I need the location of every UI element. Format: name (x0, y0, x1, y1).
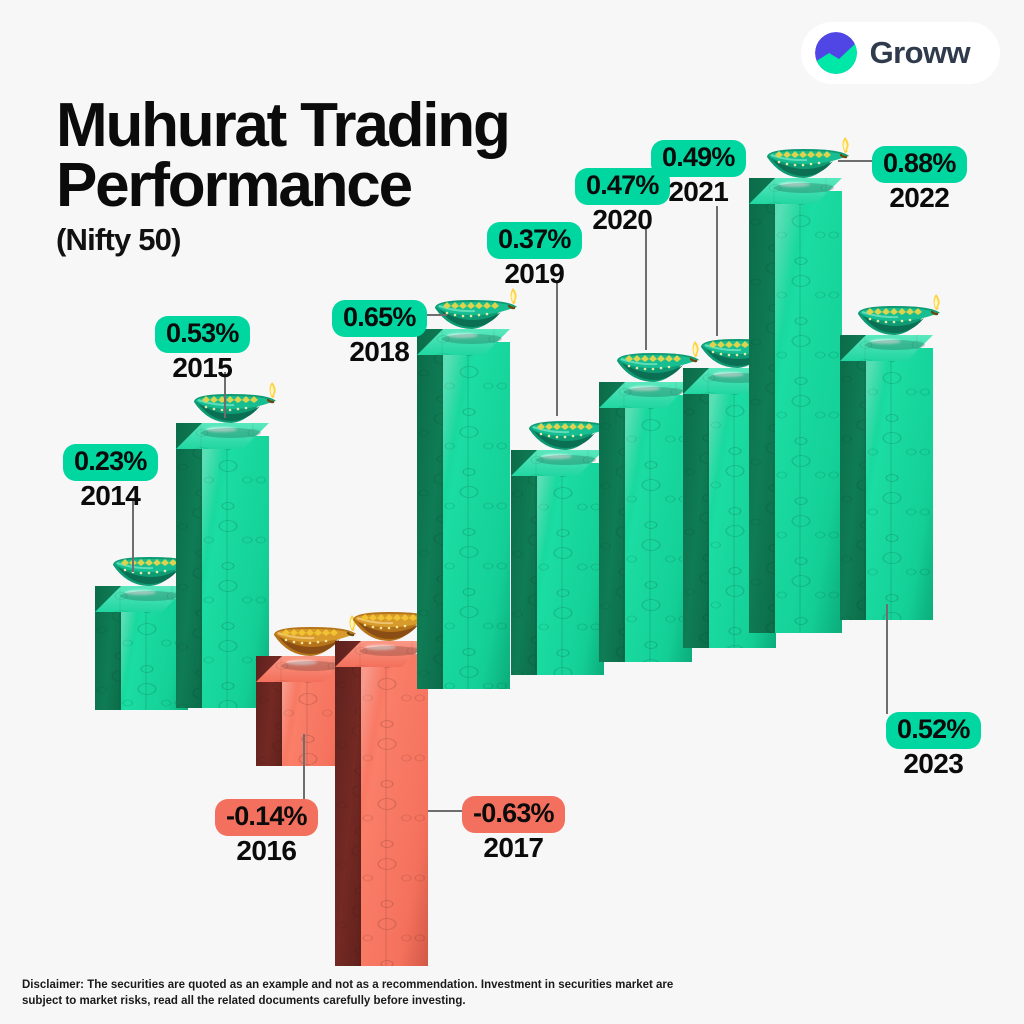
diya-lamp-green-icon (186, 376, 282, 438)
bar-front-face (443, 342, 510, 689)
year-label: 2021 (668, 176, 729, 208)
value-badge: 0.53% (155, 316, 250, 354)
year-label: 2016 (236, 835, 297, 867)
year-label: 2022 (889, 182, 950, 214)
bar-side-face (683, 368, 709, 648)
bar-front-face (361, 654, 428, 966)
bar-side-face (335, 641, 361, 966)
callout-2019: 0.37% 2019 (487, 222, 582, 290)
bar-group-2022[interactable] (749, 137, 849, 633)
callout-2017: -0.63% 2017 (462, 796, 565, 864)
bar-group-2020[interactable] (599, 341, 699, 662)
bar-side-face (749, 178, 775, 633)
value-badge: 0.52% (886, 712, 981, 750)
value-badge: 0.47% (575, 168, 670, 206)
leader-line-2019 (556, 282, 558, 416)
leader-line-2023 (886, 604, 888, 714)
bar-front-face (775, 191, 842, 633)
bar-group-2019[interactable] (511, 409, 611, 675)
bar-top-face (840, 335, 933, 361)
value-badge: -0.14% (215, 799, 318, 837)
callout-2021: 0.49% 2021 (651, 140, 746, 208)
brand-name: Groww (869, 35, 971, 70)
year-label: 2017 (483, 832, 544, 864)
value-badge: -0.63% (462, 796, 565, 834)
page-subtitle: (Nifty 50) (56, 222, 181, 257)
bar-side-face (840, 335, 866, 620)
callout-2018: 0.65% 2018 (332, 300, 427, 368)
diya-lamp-green-icon (609, 335, 705, 397)
leader-line-2015 (224, 372, 226, 418)
year-label: 2020 (592, 204, 653, 236)
diya-lamp-orange-icon (266, 609, 362, 671)
year-label: 2018 (349, 336, 410, 368)
bar-front-face (866, 348, 933, 620)
value-badge: 0.37% (487, 222, 582, 260)
bar-group-2018[interactable] (417, 288, 517, 689)
leader-line-2020 (645, 228, 647, 350)
callout-2022: 0.88% 2022 (872, 146, 967, 214)
year-label: 2014 (80, 480, 141, 512)
diya-lamp-green-icon (427, 282, 523, 344)
year-label: 2019 (504, 258, 565, 290)
leader-line-2022 (838, 160, 878, 162)
page-title: Muhurat Trading Performance (56, 91, 511, 221)
groww-circle-wave-icon (814, 32, 857, 74)
leader-line-2017 (428, 810, 472, 812)
leader-line-2014 (132, 500, 134, 572)
diya-lamp-green-icon (850, 288, 946, 350)
callout-2016: -0.14% 2016 (215, 799, 318, 867)
year-label: 2015 (172, 352, 233, 384)
leader-line-2016 (303, 734, 305, 802)
value-badge: 0.49% (651, 140, 746, 178)
disclaimer-text: Disclaimer: The securities are quoted as… (22, 978, 674, 1008)
diya-lamp-green-icon (759, 131, 855, 193)
bar-side-face (511, 450, 537, 675)
callout-2014: 0.23% 2014 (63, 444, 158, 512)
value-badge: 0.65% (332, 300, 427, 338)
bar-group-2023[interactable] (840, 294, 940, 620)
leader-line-2021 (716, 206, 718, 336)
bar-side-face (176, 423, 202, 708)
bar-group-2017[interactable] (335, 600, 435, 966)
bar-side-face (417, 329, 443, 689)
value-badge: 0.88% (872, 146, 967, 184)
callout-2020: 0.47% 2020 (575, 168, 670, 236)
bar-front-face (625, 395, 692, 662)
callout-2015: 0.53% 2015 (155, 316, 250, 384)
bar-front-face (537, 463, 604, 675)
callout-2023: 0.52% 2023 (886, 712, 981, 780)
bar-side-face (599, 382, 625, 662)
bar-group-2014[interactable] (95, 545, 195, 710)
groww-logo: Groww (800, 22, 1000, 84)
year-label: 2023 (903, 748, 964, 780)
value-badge: 0.23% (63, 444, 158, 482)
